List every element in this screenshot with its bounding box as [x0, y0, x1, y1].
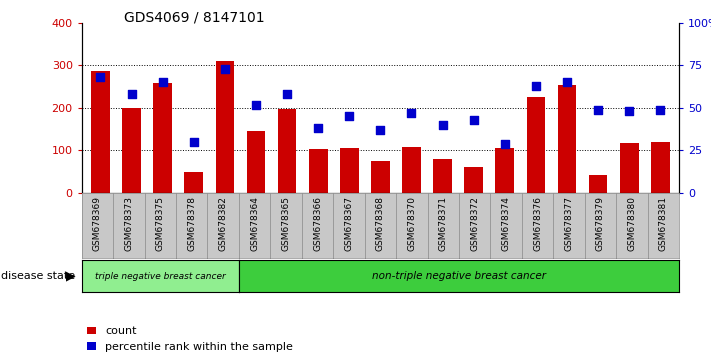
Legend: count, percentile rank within the sample: count, percentile rank within the sample [87, 326, 293, 352]
Text: triple negative breast cancer: triple negative breast cancer [95, 272, 225, 281]
Text: GSM678369: GSM678369 [93, 196, 102, 251]
Text: GDS4069 / 8147101: GDS4069 / 8147101 [124, 11, 265, 25]
Point [313, 126, 324, 131]
Point [624, 109, 635, 114]
Bar [91, 70, 109, 193]
Text: GSM678376: GSM678376 [533, 196, 542, 251]
Text: ▶: ▶ [66, 270, 76, 282]
Bar [247, 131, 265, 193]
Text: GSM678380: GSM678380 [627, 196, 636, 251]
Bar [215, 61, 234, 193]
Point [562, 80, 573, 85]
Text: GSM678367: GSM678367 [344, 196, 353, 251]
Point [126, 92, 137, 97]
Text: GSM678368: GSM678368 [376, 196, 385, 251]
Point [219, 66, 230, 72]
Text: GSM678375: GSM678375 [156, 196, 165, 251]
Text: GSM678379: GSM678379 [596, 196, 605, 251]
Point [592, 107, 604, 113]
Text: GSM678371: GSM678371 [439, 196, 448, 251]
Bar [122, 108, 141, 193]
Bar [651, 142, 670, 193]
Bar [620, 143, 638, 193]
Text: disease state: disease state [1, 271, 75, 281]
Text: GSM678378: GSM678378 [187, 196, 196, 251]
Text: non-triple negative breast cancer: non-triple negative breast cancer [372, 271, 546, 281]
Text: GSM678377: GSM678377 [565, 196, 574, 251]
Text: GSM678370: GSM678370 [407, 196, 417, 251]
Point [95, 75, 106, 80]
Point [282, 92, 293, 97]
Point [406, 110, 417, 116]
Point [499, 141, 510, 147]
Text: GSM678364: GSM678364 [250, 196, 259, 251]
Text: GSM678382: GSM678382 [219, 196, 228, 251]
Point [530, 83, 542, 89]
Bar [371, 161, 390, 193]
Bar [589, 175, 607, 193]
Bar [309, 149, 328, 193]
Point [375, 127, 386, 133]
Text: GSM678366: GSM678366 [313, 196, 322, 251]
Text: GSM678381: GSM678381 [659, 196, 668, 251]
Point [655, 107, 666, 113]
Point [157, 80, 169, 85]
Point [468, 117, 479, 123]
Bar [527, 97, 545, 193]
Text: GSM678374: GSM678374 [502, 196, 510, 251]
Point [437, 122, 448, 128]
Bar [402, 148, 421, 193]
Text: GSM678373: GSM678373 [124, 196, 134, 251]
Text: GSM678365: GSM678365 [282, 196, 291, 251]
Bar [340, 148, 358, 193]
Bar [557, 85, 577, 193]
Text: GSM678372: GSM678372 [470, 196, 479, 251]
Bar [464, 167, 483, 193]
Bar [496, 148, 514, 193]
Bar [154, 83, 172, 193]
Bar [433, 159, 452, 193]
Point [188, 139, 199, 145]
Bar [184, 172, 203, 193]
Point [250, 102, 262, 107]
Point [343, 114, 355, 119]
Bar [278, 109, 296, 193]
